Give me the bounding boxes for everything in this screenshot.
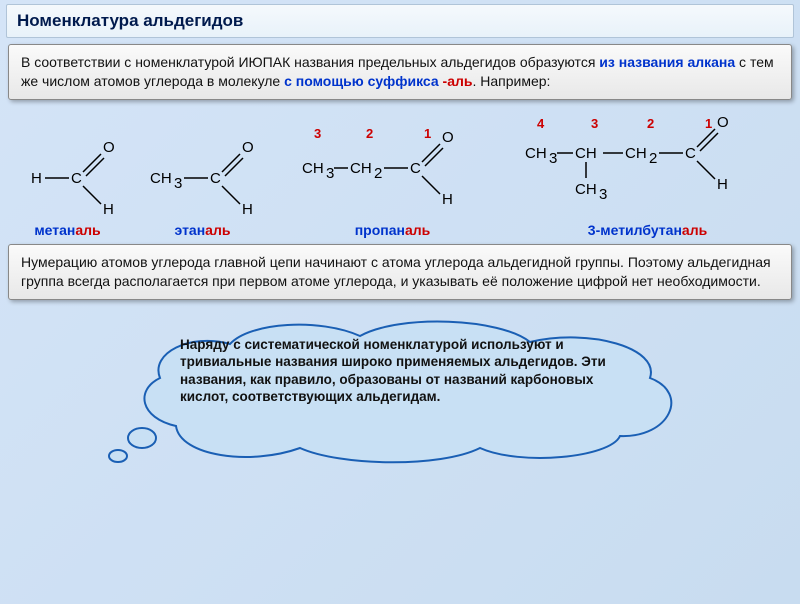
svg-text:CH: CH [575,181,597,198]
svg-text:CH: CH [625,145,647,162]
methylbutanal-svg: 4 3 2 1 CH 3 CH CH 2 C O H CH 3 [519,108,779,218]
svg-text:O: O [442,129,454,146]
n3-suf: аль [405,222,430,238]
n1-stem: метан [34,222,75,238]
n2-suf: аль [205,222,230,238]
cloud-callout: Наряду с систематической номенклатурой и… [80,308,760,468]
slide-title: Номенклатура альдегидов [6,4,794,38]
svg-text:3: 3 [326,165,334,182]
n2-stem: этан [175,222,206,238]
svg-text:C: C [685,145,696,162]
svg-text:2: 2 [649,150,657,167]
svg-text:1: 1 [705,116,712,131]
svg-text:3: 3 [549,150,557,167]
svg-text:CH: CH [350,160,372,177]
names-row: метаналь этаналь пропаналь 3-метилбутана… [10,222,790,238]
svg-text:3: 3 [599,186,607,203]
svg-text:CH: CH [575,145,597,162]
intro-blue2: с помощью суффикса [284,73,442,89]
formula-3methylbutanal: 4 3 2 1 CH 3 CH CH 2 C O H CH 3 [519,108,779,218]
svg-text:C: C [71,170,82,187]
svg-text:4: 4 [537,116,545,131]
svg-text:CH: CH [525,145,547,162]
n1-suf: аль [75,222,100,238]
propanal-svg: 3 2 1 CH 3 CH 2 C O H [296,118,496,218]
name-propanal: пропаналь [283,222,503,238]
formulas-row: H C O H CH 3 C O H 3 2 1 CH [10,108,790,218]
intro-red1: -аль [443,73,473,89]
svg-text:O: O [103,139,115,156]
svg-text:2: 2 [647,116,654,131]
name-ethanal: этаналь [128,222,278,238]
svg-text:H: H [103,201,114,218]
svg-text:3: 3 [314,126,321,141]
svg-text:O: O [242,139,254,156]
cloud-text: Наряду с систематической номенклатурой и… [180,336,620,406]
methanal-svg: H C O H [21,128,121,218]
svg-text:H: H [242,201,253,218]
svg-text:2: 2 [366,126,373,141]
svg-text:1: 1 [424,126,431,141]
svg-text:2: 2 [374,165,382,182]
n3-stem: пропан [355,222,405,238]
intro-p3: . Например: [473,73,551,89]
formula-ethanal: CH 3 C O H [144,128,274,218]
svg-text:C: C [410,160,421,177]
formula-methanal: H C O H [21,128,121,218]
svg-text:H: H [31,170,42,187]
numbering-box: Нумерацию атомов углерода главной цепи н… [8,244,792,300]
ethanal-svg: CH 3 C O H [144,128,274,218]
formula-propanal: 3 2 1 CH 3 CH 2 C O H [296,118,496,218]
n4-suf: аль [682,222,707,238]
name-3methylbutanal: 3-метилбутаналь [508,222,788,238]
intro-p1: В соответствии с номенклатурой ИЮПАК наз… [21,54,599,70]
svg-text:3: 3 [591,116,598,131]
name-methanal: метаналь [13,222,123,238]
intro-box: В соответствии с номенклатурой ИЮПАК наз… [8,44,792,100]
n4-stem: 3-метилбутан [588,222,682,238]
svg-text:3: 3 [174,175,182,192]
svg-text:H: H [442,191,453,208]
intro-blue1: из названия алкана [599,54,735,70]
svg-text:CH: CH [150,170,172,187]
svg-text:H: H [717,176,728,193]
svg-text:O: O [717,114,729,131]
svg-text:C: C [210,170,221,187]
svg-text:CH: CH [302,160,324,177]
